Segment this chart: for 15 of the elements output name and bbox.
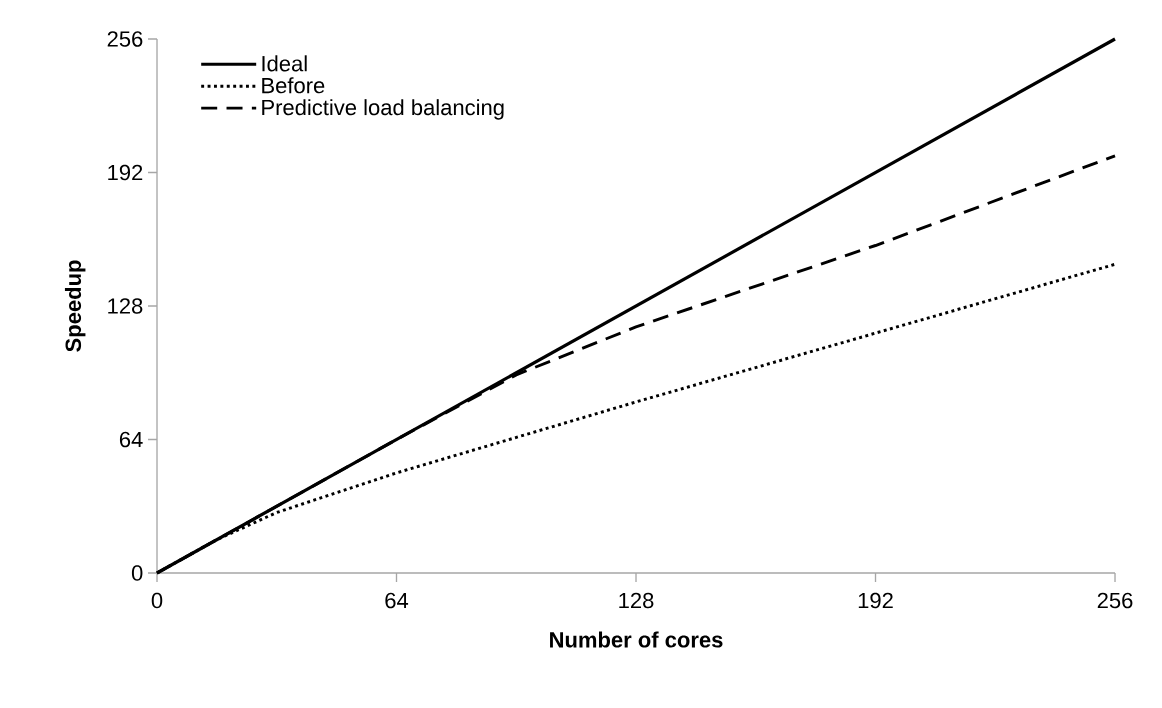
x-tick-label: 64: [385, 592, 409, 609]
legend-label: Before: [262, 77, 325, 94]
x-tick-label: 256: [1097, 592, 1133, 609]
legend-label: Ideal: [262, 55, 307, 72]
y-tick-label: 192: [108, 164, 143, 181]
y-tick-label: 256: [107, 31, 143, 47]
legend-label: Predictive load balancing: [262, 99, 504, 120]
y-tick-label: 64: [119, 431, 143, 448]
x-tick-label: 128: [619, 592, 654, 609]
x-axis-title: Number of cores: [550, 631, 723, 648]
y-tick-label: 0: [131, 565, 143, 581]
x-tick-label: 0: [151, 592, 163, 609]
y-axis-title: Speedup: [64, 260, 86, 352]
x-tick-label: 192: [858, 592, 893, 609]
y-tick-label: 128: [108, 298, 143, 314]
